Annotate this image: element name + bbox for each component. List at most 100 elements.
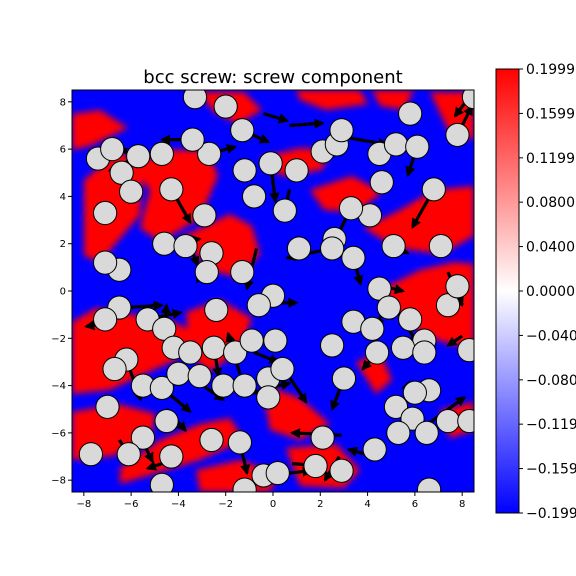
atom-marker bbox=[263, 328, 288, 353]
atom-marker bbox=[364, 340, 390, 365]
atom-marker bbox=[272, 198, 297, 223]
y-tick-label: −8 bbox=[51, 476, 66, 487]
displacement-arrow bbox=[285, 372, 308, 404]
colorbar-tick-label: 0.1999 bbox=[526, 62, 575, 78]
colorbar-gradient bbox=[495, 68, 520, 514]
atom-marker bbox=[232, 158, 257, 183]
y-tick-label: 0 bbox=[60, 287, 66, 298]
atom-marker bbox=[445, 274, 470, 299]
atom-marker bbox=[232, 477, 257, 492]
atom-marker bbox=[119, 179, 144, 204]
atom-marker bbox=[383, 132, 409, 157]
x-tick-label: −4 bbox=[171, 499, 186, 510]
y-tick-label: −2 bbox=[51, 334, 66, 345]
atom-marker bbox=[211, 373, 236, 398]
atom-marker bbox=[126, 144, 151, 169]
colorbar-tick-label: 0.0400 bbox=[526, 240, 575, 256]
atom-marker bbox=[383, 394, 409, 419]
atom-marker bbox=[402, 380, 427, 405]
atom-marker bbox=[149, 375, 174, 401]
atom-marker bbox=[178, 340, 203, 365]
atom-marker bbox=[116, 442, 141, 467]
colorbar-ticks: 0.1999 0.1599 0.1199 0.0800 0.0400 0.0000 −0.0… bbox=[519, 62, 576, 522]
atom-marker bbox=[194, 259, 219, 285]
atom-marker bbox=[390, 335, 416, 360]
red-region bbox=[186, 300, 252, 372]
displacement-arrow bbox=[289, 118, 325, 129]
atom-marker bbox=[102, 356, 127, 382]
atom-marker bbox=[173, 233, 198, 259]
x-tick-label: 2 bbox=[317, 499, 323, 510]
x-tick-label: 0 bbox=[270, 499, 276, 510]
atom-marker bbox=[398, 101, 423, 126]
atom-marker bbox=[265, 460, 290, 486]
x-tick-label: 8 bbox=[459, 499, 465, 510]
y-tick-label: 4 bbox=[60, 192, 66, 203]
colorbar-tick-label: 0.0000 bbox=[526, 284, 575, 300]
atom-marker bbox=[159, 444, 184, 469]
chart-title: bcc screw: screw component bbox=[143, 67, 402, 88]
y-tick-label: 8 bbox=[60, 97, 66, 108]
atom-marker bbox=[362, 437, 387, 462]
atom-marker bbox=[166, 361, 191, 386]
atom-marker bbox=[201, 335, 226, 360]
y-tick-label: −6 bbox=[51, 428, 66, 439]
atom-marker bbox=[230, 118, 255, 143]
colorbar-tick-label: 0.1599 bbox=[526, 106, 575, 122]
x-tick-label: 4 bbox=[364, 499, 370, 510]
atom-marker bbox=[320, 236, 345, 261]
atom-marker bbox=[270, 356, 295, 382]
plot-area bbox=[72, 90, 474, 492]
atom-marker bbox=[303, 453, 328, 479]
atom-marker bbox=[457, 338, 474, 363]
atom-marker bbox=[100, 137, 125, 162]
x-tick-label: −6 bbox=[124, 499, 139, 510]
atom-marker bbox=[341, 245, 366, 270]
atom-marker bbox=[232, 373, 257, 398]
atom-marker bbox=[149, 472, 174, 492]
y-tick-label: −4 bbox=[51, 381, 66, 392]
atom-marker bbox=[192, 203, 217, 228]
atom-marker bbox=[398, 307, 423, 332]
atom-marker bbox=[197, 141, 222, 166]
atom-marker bbox=[428, 233, 453, 259]
atom-marker bbox=[457, 408, 474, 434]
atom-marker bbox=[180, 127, 205, 152]
displacement-arrow bbox=[263, 112, 290, 124]
atom-marker bbox=[223, 340, 248, 365]
colorbar: 0.1999 0.1599 0.1199 0.0800 0.0400 0.0000 −0.0… bbox=[495, 62, 576, 522]
atom-marker bbox=[360, 316, 385, 341]
atom-marker bbox=[93, 307, 118, 332]
red-region bbox=[296, 90, 368, 110]
atom-marker bbox=[320, 333, 345, 358]
colorbar-tick-label: −0.1199 bbox=[526, 417, 576, 433]
atom-marker bbox=[78, 442, 104, 467]
displacement-arrow bbox=[446, 334, 464, 347]
atom-marker bbox=[130, 425, 156, 450]
atom-marker bbox=[310, 425, 335, 450]
atom-marker bbox=[230, 259, 255, 285]
atom-marker bbox=[421, 177, 446, 202]
atom-marker bbox=[405, 134, 430, 159]
atom-marker bbox=[376, 295, 401, 320]
atom-marker bbox=[412, 340, 437, 365]
atom-marker bbox=[241, 184, 267, 209]
atom-marker bbox=[386, 420, 411, 445]
atom-marker bbox=[445, 122, 470, 148]
atom-marker bbox=[331, 366, 357, 391]
colorbar-tick-label: 0.1199 bbox=[526, 151, 575, 167]
x-tick-label: −8 bbox=[76, 499, 91, 510]
atom-marker bbox=[199, 427, 224, 453]
atom-marker bbox=[256, 385, 281, 410]
atom-marker bbox=[435, 408, 461, 434]
x-tick-label: −2 bbox=[218, 499, 233, 510]
atom-marker bbox=[93, 200, 118, 226]
atom-marker bbox=[213, 94, 238, 119]
atom-marker bbox=[204, 297, 229, 323]
colorbar-tick-label: 0.0800 bbox=[526, 195, 575, 211]
atom-marker bbox=[149, 141, 174, 166]
colorbar-tick-label: −0.1999 bbox=[526, 506, 576, 522]
atom-marker bbox=[329, 458, 354, 483]
colorbar-tick-label: −0.0400 bbox=[526, 328, 576, 344]
